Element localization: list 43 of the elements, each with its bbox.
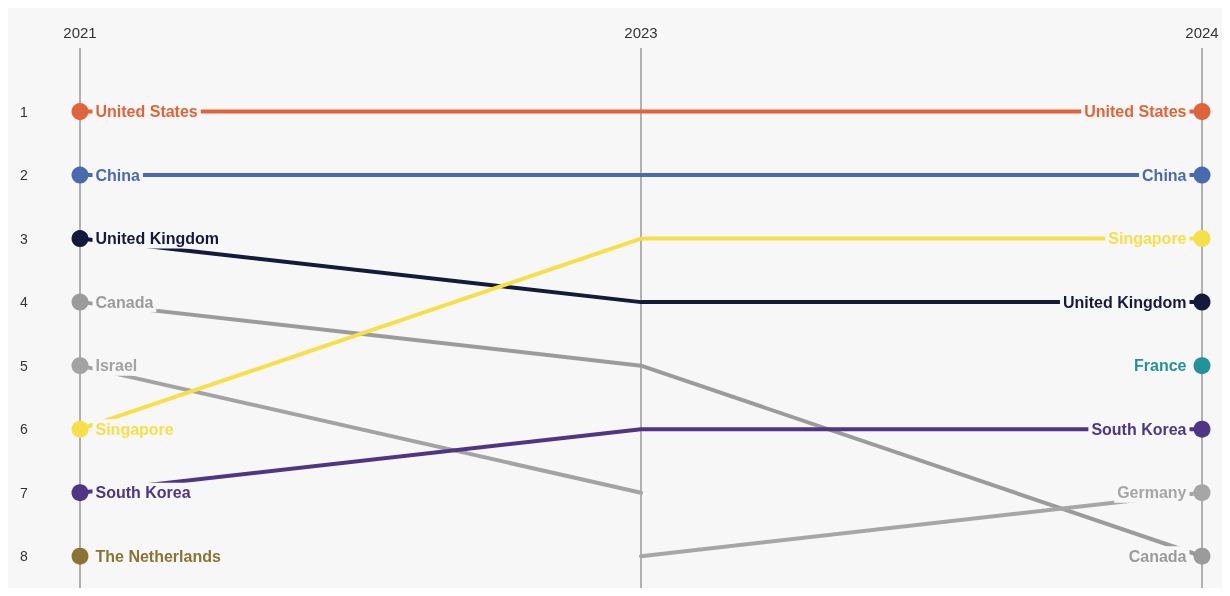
point: [1193, 230, 1211, 248]
y-tick-label: 4: [20, 294, 28, 311]
series-label: Israel: [95, 357, 138, 375]
point: [1193, 166, 1211, 184]
point: [1193, 420, 1211, 438]
point: [71, 420, 89, 438]
point: [71, 484, 89, 502]
point: [71, 230, 89, 248]
y-tick-label: 6: [20, 421, 28, 438]
series-label: Canada: [95, 293, 154, 311]
point: [1193, 103, 1211, 121]
series-label: Germany: [1117, 484, 1187, 502]
point: [71, 166, 89, 184]
text: Singapore: [95, 420, 174, 438]
text: United States: [1084, 103, 1187, 121]
x-tick-label: 2021: [63, 24, 97, 41]
series-label: United Kingdom: [1062, 293, 1187, 311]
y-tick-label: 3: [20, 230, 28, 247]
y-tick-label: 8: [20, 548, 28, 565]
x-tick-label: 2024: [1185, 24, 1219, 41]
y-tick-label: 5: [20, 357, 28, 374]
point: [1193, 293, 1211, 311]
series-label: United States: [95, 103, 198, 121]
y-tick-label: 7: [20, 484, 28, 501]
point: [1193, 484, 1211, 502]
point: [71, 357, 89, 375]
series-label: Singapore: [1108, 230, 1187, 248]
point: [1193, 547, 1211, 565]
series-label: The Netherlands: [95, 547, 221, 565]
text: South Korea: [95, 484, 191, 502]
point: [71, 103, 89, 121]
point: [71, 547, 89, 565]
series-label: South Korea: [1091, 420, 1187, 438]
point: [71, 293, 89, 311]
text: China: [1142, 166, 1187, 184]
series-label: China: [95, 166, 141, 184]
y-tick-label: 1: [20, 103, 28, 120]
y-tick-label: 2: [20, 167, 28, 184]
text: United Kingdom: [95, 230, 220, 248]
series-label: France: [1134, 357, 1187, 375]
x-tick-label: 2023: [624, 24, 658, 41]
point: [1193, 357, 1211, 375]
text: Canada: [1128, 547, 1187, 565]
